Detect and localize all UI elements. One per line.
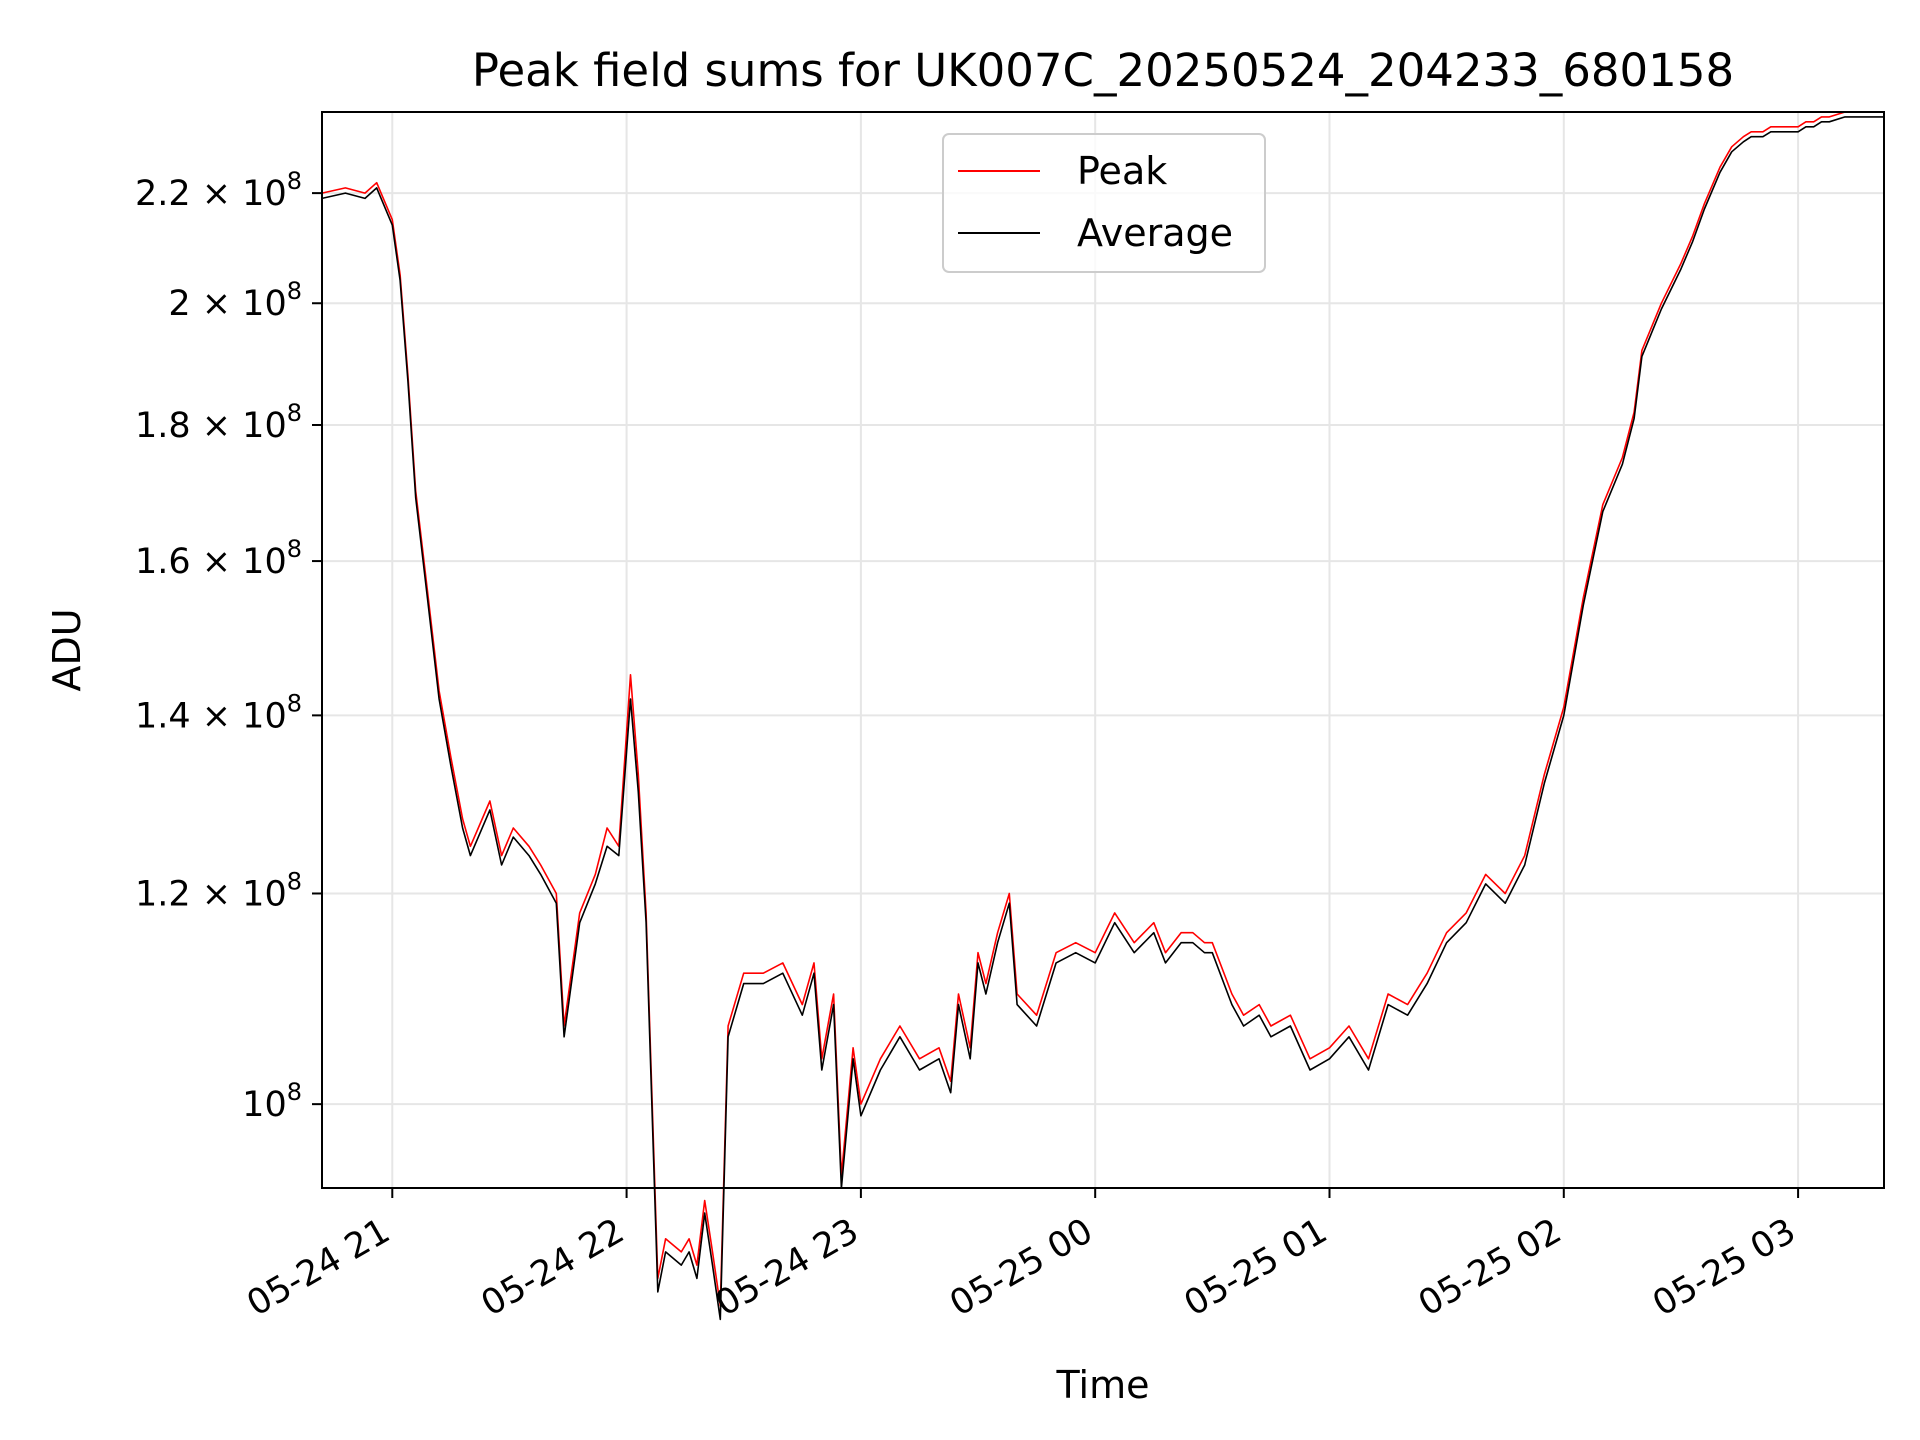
x-axis-label: Time: [1056, 1363, 1150, 1407]
legend: Peak Average: [942, 133, 1266, 273]
legend-label-peak: Peak: [1077, 149, 1167, 193]
y-axis-label: ADU: [45, 608, 89, 691]
y-axis: 108 1.2 × 108 1.4 × 108 1.6 × 108 1.8 × 108 2…: [135, 167, 322, 1125]
plot-frame: [321, 111, 1885, 1189]
y-tick-label: 1.2 × 108: [135, 867, 302, 914]
grid: [322, 112, 1884, 1188]
y-tick-label: 1.4 × 108: [135, 689, 302, 736]
y-tick-label: 2 × 108: [168, 277, 302, 324]
y-tick-label: 1.8 × 108: [135, 399, 302, 446]
series-line-average: [321, 116, 1884, 1321]
legend-box: [942, 133, 1266, 273]
y-tick-label: 1.6 × 108: [135, 535, 302, 582]
y-tick-label: 108: [242, 1078, 302, 1125]
legend-label-average: Average: [1077, 211, 1233, 255]
chart-title: Peak field sums for UK007C_20250524_2042…: [472, 44, 1734, 97]
series-layer: [321, 111, 1884, 1321]
y-tick-label: 2.2 × 108: [135, 167, 302, 214]
